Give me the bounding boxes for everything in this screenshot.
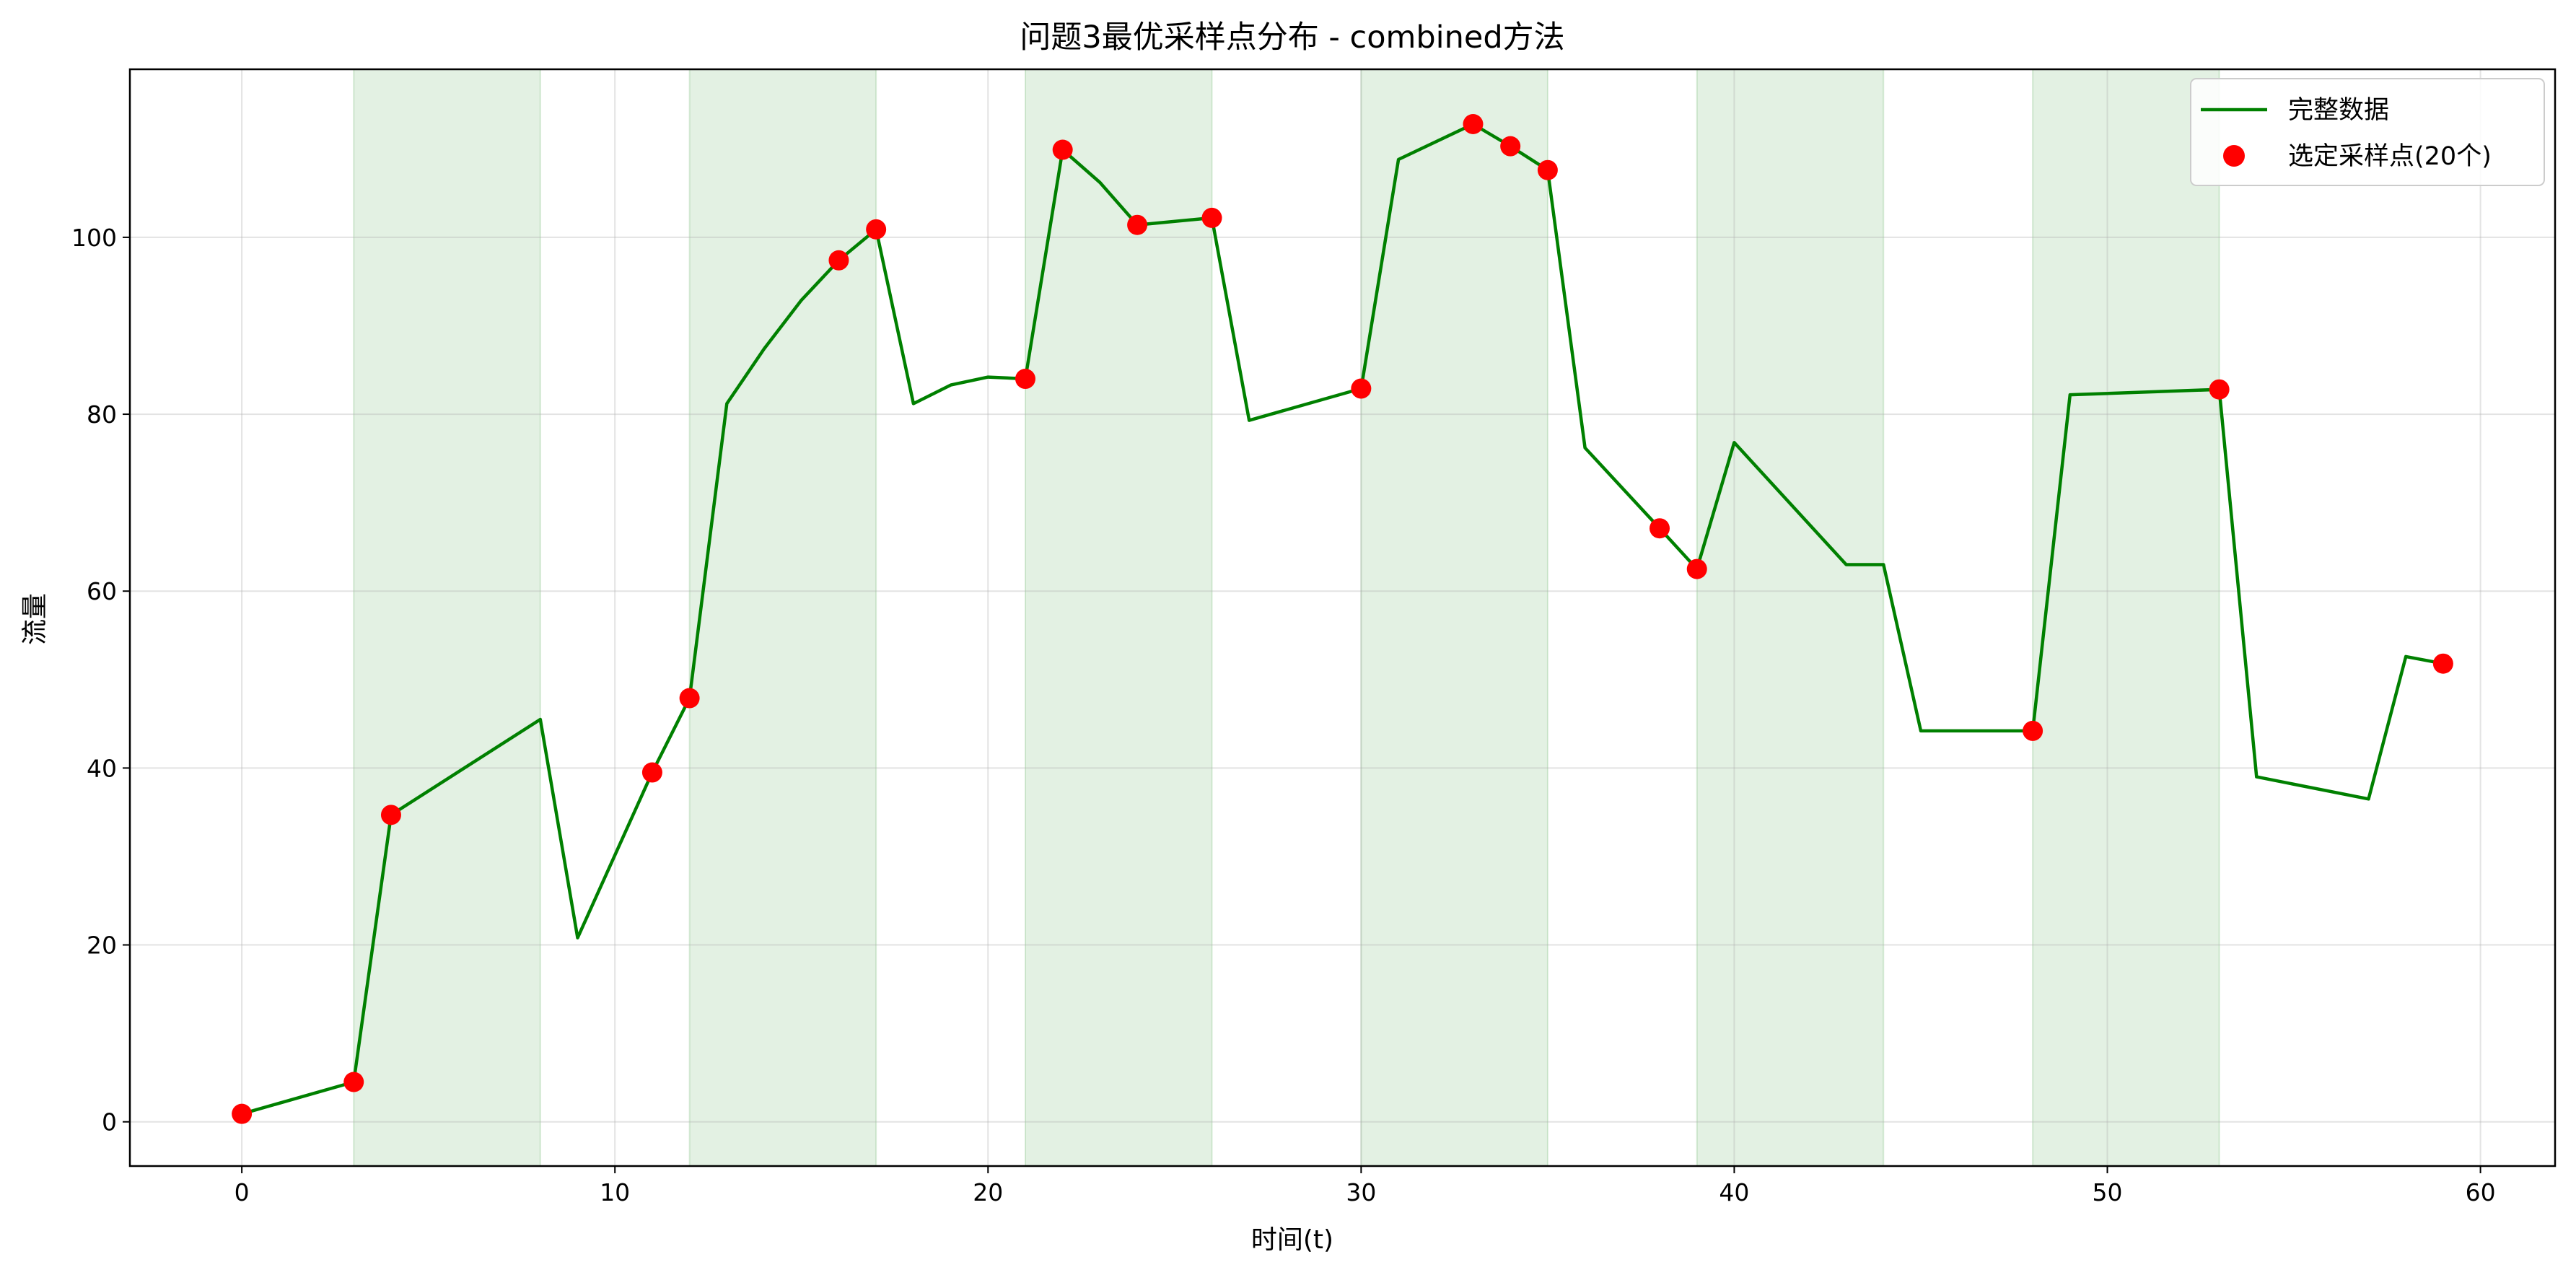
- x-tick-label: 60: [2466, 1178, 2496, 1206]
- sample-point: [641, 762, 662, 783]
- sample-point: [2209, 379, 2230, 400]
- sample-point: [1500, 136, 1521, 157]
- sample-point: [232, 1103, 253, 1124]
- sample-point: [343, 1072, 364, 1092]
- grid: [130, 69, 2555, 1166]
- sample-point: [1463, 114, 1484, 134]
- sample-point: [2023, 720, 2043, 741]
- sample-point: [1127, 214, 1148, 235]
- legend-label-points: 选定采样点(20个): [2288, 142, 2492, 171]
- sample-points: [232, 114, 2453, 1124]
- y-tick-label: 0: [102, 1108, 117, 1136]
- x-tick-label: 40: [1719, 1178, 1749, 1206]
- shaded-region: [2032, 69, 2220, 1167]
- shaded-region: [1696, 69, 1885, 1167]
- shaded-region: [688, 69, 877, 1167]
- chart-title: 问题3最优采样点分布 - combined方法: [1020, 19, 1564, 56]
- sample-point: [1015, 369, 1035, 390]
- legend-label-line: 完整数据: [2288, 96, 2389, 125]
- x-tick-label: 20: [973, 1178, 1003, 1206]
- x-tick-label: 10: [600, 1178, 630, 1206]
- x-tick-label: 30: [1346, 1178, 1376, 1206]
- y-tick-label: 60: [87, 577, 117, 605]
- sample-point: [828, 250, 849, 271]
- plot-frame: [128, 68, 2557, 1167]
- legend-point-swatch: [2223, 145, 2245, 167]
- legend-frame: [2190, 78, 2545, 186]
- sample-point: [866, 219, 887, 240]
- shaded-region: [1024, 69, 1213, 1167]
- shaded-regions: [353, 69, 2220, 1167]
- sample-point: [1351, 378, 1372, 399]
- shaded-region: [353, 69, 541, 1167]
- sample-point: [1686, 558, 1707, 579]
- y-tick-label: 20: [87, 932, 117, 960]
- line-series: [241, 122, 2444, 1116]
- sample-point: [679, 688, 700, 709]
- sample-point: [1201, 207, 1222, 228]
- x-tick-label: 0: [235, 1178, 250, 1206]
- legend: 完整数据 选定采样点(20个): [2190, 78, 2545, 186]
- y-tick-label: 40: [87, 754, 117, 782]
- x-axis-label: 时间(t): [1251, 1225, 1333, 1255]
- y-tick-label: 80: [87, 400, 117, 429]
- series-line-complete-data: [241, 122, 2444, 1116]
- sample-point: [1650, 518, 1670, 539]
- y-axis-label: 流量: [20, 593, 50, 645]
- x-tick-label: 50: [2093, 1178, 2123, 1206]
- sample-point: [2432, 653, 2453, 674]
- sample-point: [1537, 159, 1558, 180]
- axis-ticks: 0 10 20 30 40 50 60 0 20 40 60 80 100: [71, 224, 2496, 1206]
- sample-point: [380, 805, 401, 825]
- shaded-region: [1360, 69, 1548, 1167]
- y-tick-label: 100: [71, 224, 117, 252]
- sample-point: [1052, 139, 1073, 160]
